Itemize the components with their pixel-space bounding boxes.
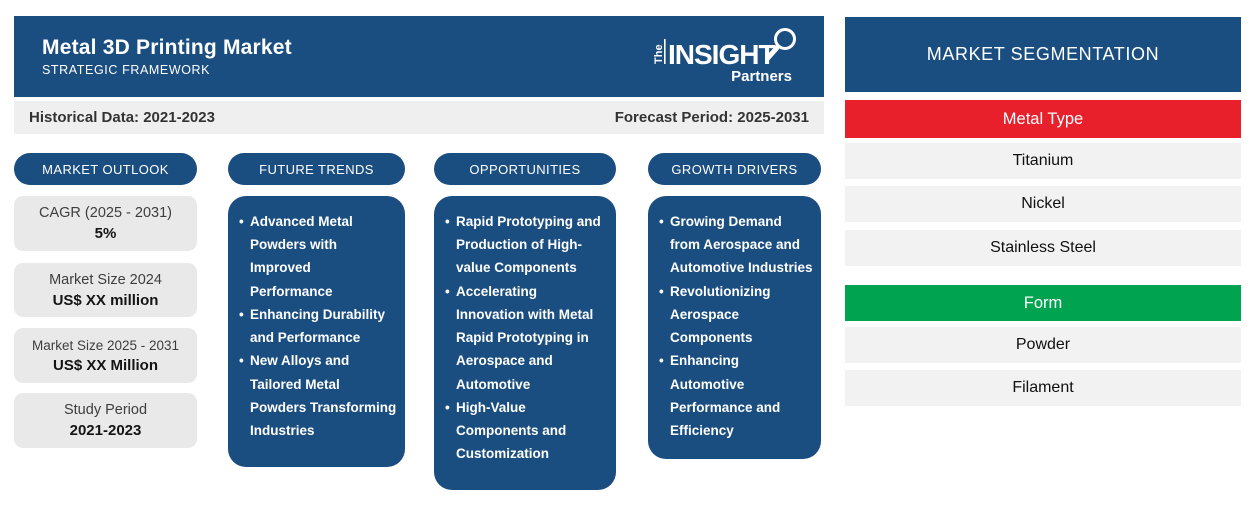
market-segmentation-header: MARKET SEGMENTATION bbox=[845, 17, 1241, 92]
report-header: Metal 3D Printing Market STRATEGIC FRAME… bbox=[14, 16, 824, 97]
magnifier-icon bbox=[765, 27, 796, 61]
study-period-card: Study Period 2021-2023 bbox=[14, 393, 197, 448]
segment-item-stainless-steel: Stainless Steel bbox=[845, 230, 1241, 266]
future-trends-pill: FUTURE TRENDS bbox=[228, 153, 405, 185]
segment-category-form: Form bbox=[845, 285, 1241, 321]
stainless-steel-label: Stainless Steel bbox=[990, 239, 1096, 256]
powder-label: Powder bbox=[1015, 336, 1071, 353]
forecast-period-label: Forecast Period: 2025-2031 bbox=[614, 109, 809, 126]
page-title: Metal 3D Printing Market bbox=[42, 36, 292, 59]
market-size-2024-title: Market Size 2024 bbox=[49, 271, 162, 288]
segment-item-nickel: Nickel bbox=[845, 186, 1241, 222]
market-size-2024-card: Market Size 2024 US$ XX million bbox=[14, 263, 197, 317]
report-titles: Metal 3D Printing Market STRATEGIC FRAME… bbox=[42, 36, 292, 77]
list-item: Growing Demand from Aerospace and Automo… bbox=[657, 210, 813, 280]
market-outlook-pill-label: MARKET OUTLOOK bbox=[42, 161, 169, 177]
form-label: Form bbox=[1023, 293, 1063, 312]
historical-data-label: Historical Data: 2021-2023 bbox=[29, 109, 215, 126]
opportunities-pill: OPPORTUNITIES bbox=[434, 153, 616, 185]
list-item: Accelerating Innovation with Metal Rapid… bbox=[443, 280, 608, 396]
opportunities-pill-label: OPPORTUNITIES bbox=[469, 161, 581, 177]
segment-item-powder: Powder bbox=[845, 327, 1241, 363]
list-item: Rapid Prototyping and Production of High… bbox=[443, 210, 608, 280]
segment-item-filament: Filament bbox=[845, 370, 1241, 406]
logo-the-underline bbox=[664, 38, 666, 64]
segment-item-titanium: Titanium bbox=[845, 143, 1241, 179]
growth-drivers-card: Growing Demand from Aerospace and Automo… bbox=[648, 196, 821, 459]
study-period-value: 2021-2023 bbox=[69, 422, 142, 439]
cagr-card-title: CAGR (2025 - 2031) bbox=[39, 205, 172, 221]
list-item: Revolutionizing Aerospace Components bbox=[657, 280, 813, 350]
market-size-2024-value: US$ XX million bbox=[52, 291, 159, 309]
future-trends-pill-label: FUTURE TRENDS bbox=[259, 161, 374, 177]
market-size-2025-2031-value: US$ XX Million bbox=[52, 356, 158, 374]
nickel-label: Nickel bbox=[1021, 195, 1065, 212]
market-size-2025-2031-card: Market Size 2025 - 2031 US$ XX Million bbox=[14, 328, 197, 383]
opportunities-list: Rapid Prototyping and Production of High… bbox=[443, 210, 608, 465]
list-item: Enhancing Durability and Performance bbox=[237, 303, 397, 349]
market-outlook-pill: MARKET OUTLOOK bbox=[14, 153, 197, 185]
growth-drivers-pill-label: GROWTH DRIVERS bbox=[671, 161, 798, 177]
cagr-card: CAGR (2025 - 2031) 5% bbox=[14, 196, 197, 251]
list-item: Enhancing Automotive Performance and Eff… bbox=[657, 349, 813, 442]
page-subtitle: STRATEGIC FRAMEWORK bbox=[42, 63, 211, 77]
cagr-card-value: 5% bbox=[94, 225, 117, 242]
future-trends-card: Advanced Metal Powders with Improved Per… bbox=[228, 196, 405, 467]
market-segmentation-title: MARKET SEGMENTATION bbox=[926, 44, 1160, 64]
logo-partners-text: Partners bbox=[731, 68, 792, 85]
period-bar: Historical Data: 2021-2023 Forecast Peri… bbox=[14, 101, 824, 134]
list-item: Advanced Metal Powders with Improved Per… bbox=[237, 210, 397, 303]
growth-drivers-list: Growing Demand from Aerospace and Automo… bbox=[657, 210, 813, 442]
metal-type-label: Metal Type bbox=[1002, 109, 1084, 128]
list-item: High-Value Components and Customization bbox=[443, 396, 608, 466]
opportunities-card: Rapid Prototyping and Production of High… bbox=[434, 196, 616, 490]
logo-the-text: The bbox=[653, 44, 665, 64]
insight-partners-logo: The INSIGHT Partners bbox=[653, 27, 796, 85]
filament-label: Filament bbox=[1012, 379, 1074, 396]
list-item: New Alloys and Tailored Metal Powders Tr… bbox=[237, 349, 397, 442]
logo-insight-text: INSIGHT bbox=[668, 39, 775, 70]
future-trends-list: Advanced Metal Powders with Improved Per… bbox=[237, 210, 397, 442]
market-size-2025-2031-title: Market Size 2025 - 2031 bbox=[31, 337, 180, 353]
study-period-title: Study Period bbox=[63, 402, 148, 418]
titanium-label: Titanium bbox=[1012, 152, 1074, 169]
segment-category-metal-type: Metal Type bbox=[845, 100, 1241, 138]
growth-drivers-pill: GROWTH DRIVERS bbox=[648, 153, 821, 185]
